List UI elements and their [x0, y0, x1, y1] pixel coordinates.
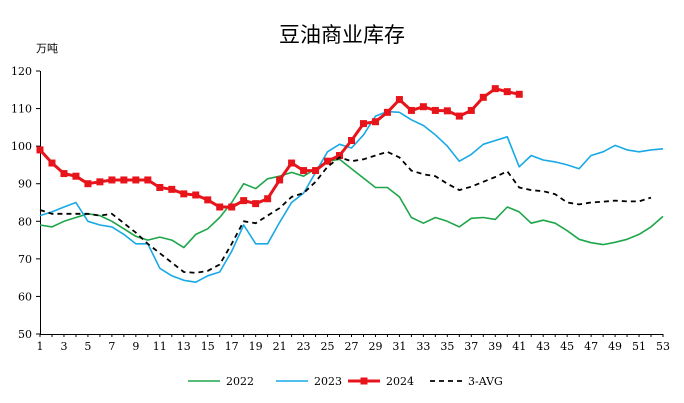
series-point-2024: [36, 146, 44, 154]
x-tick-label: 43: [536, 340, 550, 353]
series-point-2024: [216, 203, 224, 211]
y-tick-label: 80: [18, 215, 32, 228]
series-point-2024: [288, 159, 296, 167]
series-point-2024: [431, 106, 439, 114]
x-tick-label: 7: [108, 340, 115, 353]
x-tick-label: 33: [416, 340, 430, 353]
x-tick-label: 13: [177, 340, 191, 353]
x-tick-label: 19: [249, 340, 263, 353]
series-point-2024: [192, 191, 200, 199]
series-point-2024: [228, 203, 236, 211]
series-layer: [36, 85, 664, 284]
series-point-2024: [300, 167, 308, 175]
series-point-2024: [48, 159, 56, 167]
series-point-2024: [180, 190, 188, 198]
x-tick-label: 15: [201, 340, 215, 353]
x-tick-label: 49: [608, 340, 622, 353]
series-point-2024: [144, 176, 152, 184]
series-point-2024: [407, 106, 415, 114]
y-axis-unit-label: 万吨: [36, 42, 58, 55]
x-tick-label: 53: [656, 340, 670, 353]
series-point-2024: [348, 137, 355, 145]
series-point-2024: [108, 176, 116, 184]
x-tick-label: 37: [464, 340, 478, 353]
x-tick-label: 47: [584, 340, 598, 353]
series-point-2024: [455, 112, 463, 120]
y-tick-label: 110: [11, 103, 32, 116]
series-point-2024: [120, 176, 128, 184]
y-tick-label: 50: [18, 328, 32, 341]
series-point-2024: [491, 85, 499, 93]
chart-title: 豆油商业库存: [279, 23, 405, 47]
series-point-2024: [515, 90, 523, 98]
y-tick-label: 100: [11, 140, 32, 153]
series-point-2024: [252, 200, 260, 208]
legend-label-2024: 2024: [386, 375, 414, 388]
y-axis: 50 60 70 80 90 100 110 120: [11, 65, 40, 341]
legend-label-2022: 2022: [226, 375, 254, 388]
series-point-2024: [96, 178, 104, 186]
legend-label-3-avg: 3-AVG: [468, 375, 503, 388]
series-point-2024: [240, 197, 248, 205]
x-tick-label: 39: [488, 340, 502, 353]
series-line-2024: [38, 87, 520, 209]
legend-label-2023: 2023: [314, 375, 342, 388]
x-tick-label: 29: [368, 340, 382, 353]
series-point-2024: [443, 107, 451, 115]
series-line-2023: [39, 110, 664, 284]
series-point-2024: [84, 180, 92, 188]
series-point-2024: [204, 196, 212, 204]
series-point-2024: [312, 167, 320, 175]
x-tick-label: 41: [512, 340, 526, 353]
x-tick-label: 31: [392, 340, 406, 353]
series-point-2024: [371, 118, 379, 126]
series-point-2024: [395, 96, 403, 104]
y-tick-label: 90: [18, 178, 32, 191]
x-axis: 1 3 5 7 9 11 13 15 17 19 21 23 25 27 29 31 33 35 37 39 41 43 4…: [37, 334, 670, 353]
x-tick-label: 5: [84, 340, 91, 353]
series-point-2024: [72, 172, 80, 180]
series-point-2024: [264, 195, 272, 203]
x-tick-label: 9: [132, 340, 139, 353]
x-tick-label: 3: [60, 340, 67, 353]
x-tick-label: 17: [225, 340, 239, 353]
y-tick-label: 60: [18, 290, 32, 303]
x-tick-label: 45: [560, 340, 574, 353]
y-tick-label: 70: [18, 253, 32, 266]
series-point-2024: [276, 176, 284, 184]
series-point-2024: [168, 185, 176, 193]
x-tick-label: 23: [297, 340, 311, 353]
x-tick-label: 27: [345, 340, 359, 353]
x-tick-label: 21: [273, 340, 287, 353]
series-point-2024: [324, 157, 332, 165]
series-point-2024: [359, 120, 367, 128]
series-line-3-avg: [39, 150, 652, 274]
series-point-2024: [467, 106, 475, 114]
series-point-2024: [336, 152, 344, 160]
x-tick-label: 51: [632, 340, 646, 353]
series-point-2024: [419, 103, 427, 111]
series-point-2024: [60, 170, 68, 178]
series-point-2024: [156, 183, 164, 191]
x-tick-label: 1: [37, 340, 44, 353]
series-line-2022: [39, 158, 664, 249]
legend: 2022 2023 2024 3-AVG: [188, 375, 503, 388]
y-tick-label: 120: [11, 65, 32, 78]
series-point-2024: [132, 176, 140, 184]
series-point-2024: [383, 108, 391, 116]
x-tick-label: 35: [440, 340, 454, 353]
x-tick-label: 11: [153, 340, 167, 353]
series-point-2024: [503, 88, 511, 96]
x-tick-label: 25: [321, 340, 335, 353]
legend-marker-2024: [360, 377, 368, 385]
series-point-2024: [479, 93, 487, 101]
